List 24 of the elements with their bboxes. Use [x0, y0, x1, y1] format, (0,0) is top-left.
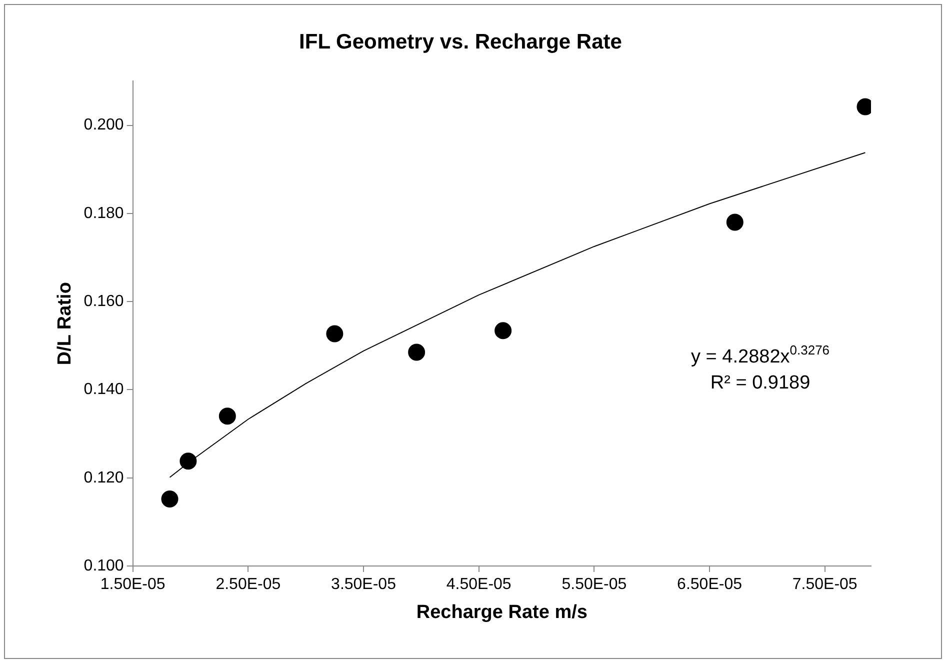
x-tick-label: 4.50E-05 — [446, 576, 512, 594]
y-tick-label: 0.200 — [84, 116, 124, 134]
x-tick-label: 7.50E-05 — [792, 576, 858, 594]
x-tick-label: 5.50E-05 — [562, 576, 627, 594]
x-tick-label: 3.50E-05 — [331, 576, 396, 594]
point — [161, 490, 178, 508]
point — [218, 408, 236, 425]
point — [180, 452, 197, 470]
x-tick-label: 1.50E-05 — [100, 576, 166, 594]
y-axis-title: D/L Ratio — [54, 282, 76, 366]
point — [494, 322, 512, 340]
point — [408, 344, 426, 361]
y-tick-label: 0.100 — [84, 557, 124, 574]
point — [326, 325, 344, 342]
x-tick-label: 2.50E-05 — [216, 576, 281, 594]
y-tick-label: 0.180 — [84, 204, 124, 222]
chart-title: IFL Geometry vs. Recharge Rate — [299, 30, 622, 54]
annotation: R² = 0.9189 — [710, 372, 810, 394]
y-tick-label: 0.140 — [84, 381, 124, 398]
x-axis-title: Recharge Rate m/s — [416, 602, 588, 623]
point — [726, 214, 744, 231]
y-tick-label: 0.120 — [84, 469, 124, 486]
x-tick-label: 6.50E-05 — [677, 576, 742, 594]
y-tick-label: 0.160 — [84, 292, 124, 310]
